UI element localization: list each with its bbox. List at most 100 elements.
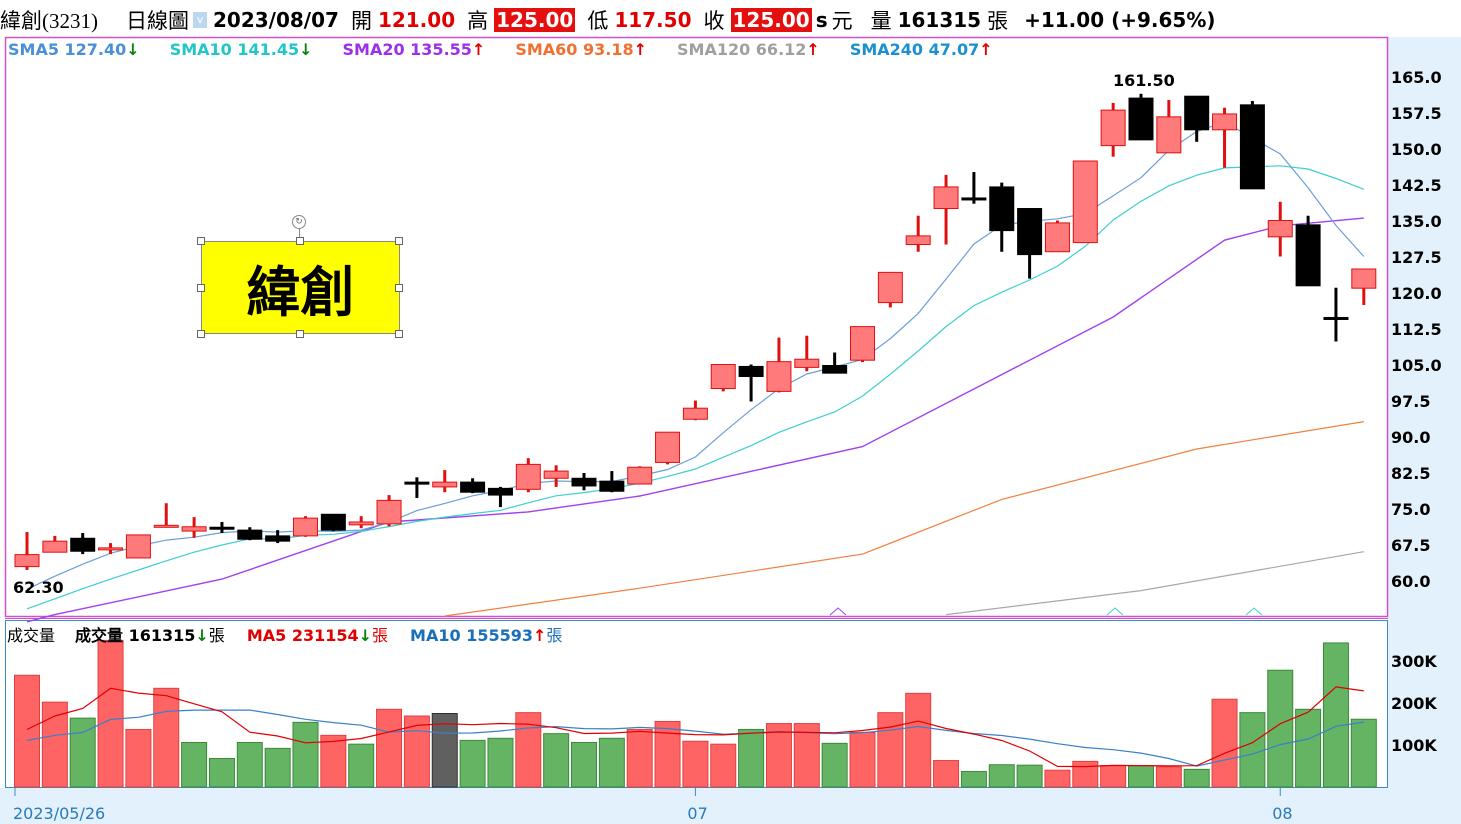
candle	[125, 534, 151, 559]
resize-handle[interactable]	[296, 330, 304, 338]
candle	[1323, 287, 1349, 342]
candle	[98, 543, 124, 555]
y-tick-label: 127.5	[1391, 248, 1442, 267]
volume-bar	[571, 741, 597, 788]
candle-body	[487, 487, 513, 496]
candle-body	[1184, 95, 1210, 131]
open-label: 開	[350, 9, 372, 33]
candle-body	[209, 526, 235, 530]
resize-handle[interactable]	[395, 237, 403, 245]
y-tick-label: 135.0	[1391, 212, 1442, 231]
y-tick-label: 120.0	[1391, 284, 1442, 303]
candle	[70, 533, 96, 555]
volume-bar	[125, 728, 152, 788]
candle	[487, 486, 513, 508]
candle-body	[794, 358, 820, 368]
candle-body	[293, 517, 318, 537]
resize-handle[interactable]	[296, 237, 304, 245]
volume-bar	[1267, 669, 1294, 788]
volume-legend: 成交量 成交量 161315↓張 MA5 231154↓張 MA10 15559…	[7, 622, 584, 646]
candle	[515, 458, 541, 493]
resize-handle[interactable]	[197, 284, 205, 292]
volume-bar	[598, 737, 625, 788]
resize-handle[interactable]	[197, 330, 205, 338]
candle	[766, 337, 792, 393]
volume-bar	[1072, 760, 1099, 788]
ma-legend-label: SMA10 141.45	[169, 40, 300, 59]
candle	[738, 364, 764, 402]
period-selector[interactable]: 日線圖	[126, 9, 189, 33]
candle-body	[599, 480, 625, 492]
y-tick-label: 97.5	[1391, 392, 1430, 411]
candle-body	[655, 431, 681, 463]
volume-current-label: 成交量 161315	[75, 626, 196, 645]
candle-body	[348, 521, 374, 526]
candle	[1295, 215, 1321, 287]
candle-body	[1017, 208, 1043, 256]
ma-legend-item[interactable]: SMA5 127.40↓	[8, 40, 140, 59]
volume-title: 成交量	[7, 626, 56, 645]
candle-body	[627, 466, 653, 485]
x-tick-label: 07	[687, 804, 707, 823]
ma-legend-item[interactable]: SMA240 47.07↑	[850, 40, 993, 59]
volume-bar	[1322, 642, 1349, 788]
volume-value: 161315	[897, 8, 982, 32]
volume-bar	[849, 731, 876, 788]
chevron-down-icon[interactable]: v	[193, 12, 207, 28]
volume-ma5-line	[26, 686, 1364, 768]
candle-body	[710, 364, 736, 390]
candle-body	[1156, 116, 1182, 154]
resize-handle[interactable]	[197, 237, 205, 245]
candle	[627, 466, 653, 485]
resize-handle[interactable]	[395, 330, 403, 338]
candle-body	[850, 326, 875, 361]
volume-unit: 張	[372, 626, 389, 645]
high-value: 125.00	[494, 8, 576, 32]
annotation-text-box[interactable]: 緯創	[201, 241, 400, 334]
ma-legend-label: SMA120 66.12	[677, 40, 807, 59]
candle-body	[1100, 109, 1126, 147]
volume-label: 量	[870, 9, 892, 33]
volume-bar	[1239, 712, 1266, 788]
volume-bar	[682, 740, 709, 788]
arrow-up-icon: ↑	[806, 40, 820, 59]
ma-legend-item[interactable]: SMA20 135.55↑	[343, 40, 486, 59]
y-tick-label: 67.5	[1391, 536, 1430, 555]
candle	[905, 215, 931, 252]
candle	[655, 431, 681, 465]
candle-body	[237, 529, 263, 540]
ma-legend-label: SMA5 127.40	[8, 40, 127, 59]
candle-body	[738, 365, 764, 378]
candle-body	[14, 554, 40, 568]
signal-markers	[829, 607, 1263, 616]
candle-body	[70, 537, 96, 552]
ma-legend-item[interactable]: SMA10 141.45↓	[170, 40, 313, 59]
candle	[1017, 208, 1043, 279]
volume-bar	[97, 639, 124, 788]
volume-bar	[236, 741, 263, 788]
volume-bar	[1044, 769, 1071, 788]
volume-bar	[905, 692, 932, 788]
candle-body	[1072, 160, 1098, 244]
candle-body	[877, 271, 903, 304]
resize-handle[interactable]	[395, 284, 403, 292]
candle	[293, 516, 318, 537]
ma-legend-item[interactable]: SMA120 66.12↑	[677, 40, 820, 59]
candle	[1184, 95, 1210, 142]
volume-bar	[626, 728, 653, 788]
rotate-handle-icon[interactable]: ↻	[292, 215, 306, 229]
volume-bar	[292, 721, 319, 788]
candle-body	[1128, 97, 1154, 141]
candle	[1267, 201, 1293, 257]
volume-bar	[821, 742, 848, 788]
candle-body	[42, 540, 68, 553]
y-tick-label: 150.0	[1391, 140, 1442, 159]
candle	[237, 527, 263, 541]
candle	[1128, 93, 1154, 141]
ma-legend-item[interactable]: SMA60 93.18↑	[515, 40, 647, 59]
candle-body	[1267, 220, 1293, 238]
volume-bar	[1183, 768, 1210, 788]
candle	[850, 326, 875, 363]
volume-bar	[348, 743, 375, 788]
